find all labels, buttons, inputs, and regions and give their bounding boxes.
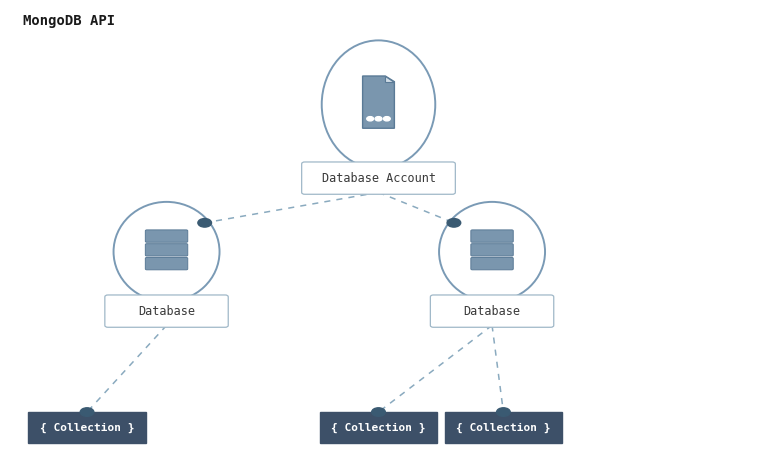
Ellipse shape <box>439 202 545 302</box>
Ellipse shape <box>322 40 435 169</box>
FancyBboxPatch shape <box>445 412 562 443</box>
Circle shape <box>383 117 391 121</box>
FancyBboxPatch shape <box>104 295 229 327</box>
FancyBboxPatch shape <box>471 257 513 270</box>
FancyBboxPatch shape <box>145 257 188 270</box>
Circle shape <box>80 408 94 416</box>
FancyBboxPatch shape <box>471 230 513 242</box>
FancyBboxPatch shape <box>29 412 145 443</box>
Text: MongoDB API: MongoDB API <box>23 14 115 28</box>
Circle shape <box>367 117 374 121</box>
Text: { Collection }: { Collection } <box>40 422 134 433</box>
FancyBboxPatch shape <box>471 244 513 256</box>
Text: { Collection }: { Collection } <box>456 422 550 433</box>
Circle shape <box>497 408 510 416</box>
Circle shape <box>447 218 461 227</box>
FancyBboxPatch shape <box>145 230 188 242</box>
Text: { Collection }: { Collection } <box>332 422 425 433</box>
FancyBboxPatch shape <box>430 295 554 327</box>
FancyBboxPatch shape <box>145 244 188 256</box>
FancyBboxPatch shape <box>319 412 438 443</box>
Ellipse shape <box>114 202 220 302</box>
Polygon shape <box>385 76 394 82</box>
FancyBboxPatch shape <box>301 162 455 194</box>
Text: Database: Database <box>138 304 195 318</box>
Circle shape <box>198 218 211 227</box>
Text: Database Account: Database Account <box>322 171 435 185</box>
Circle shape <box>372 408 385 416</box>
Circle shape <box>375 117 382 121</box>
Text: Database: Database <box>463 304 521 318</box>
Polygon shape <box>363 76 394 128</box>
